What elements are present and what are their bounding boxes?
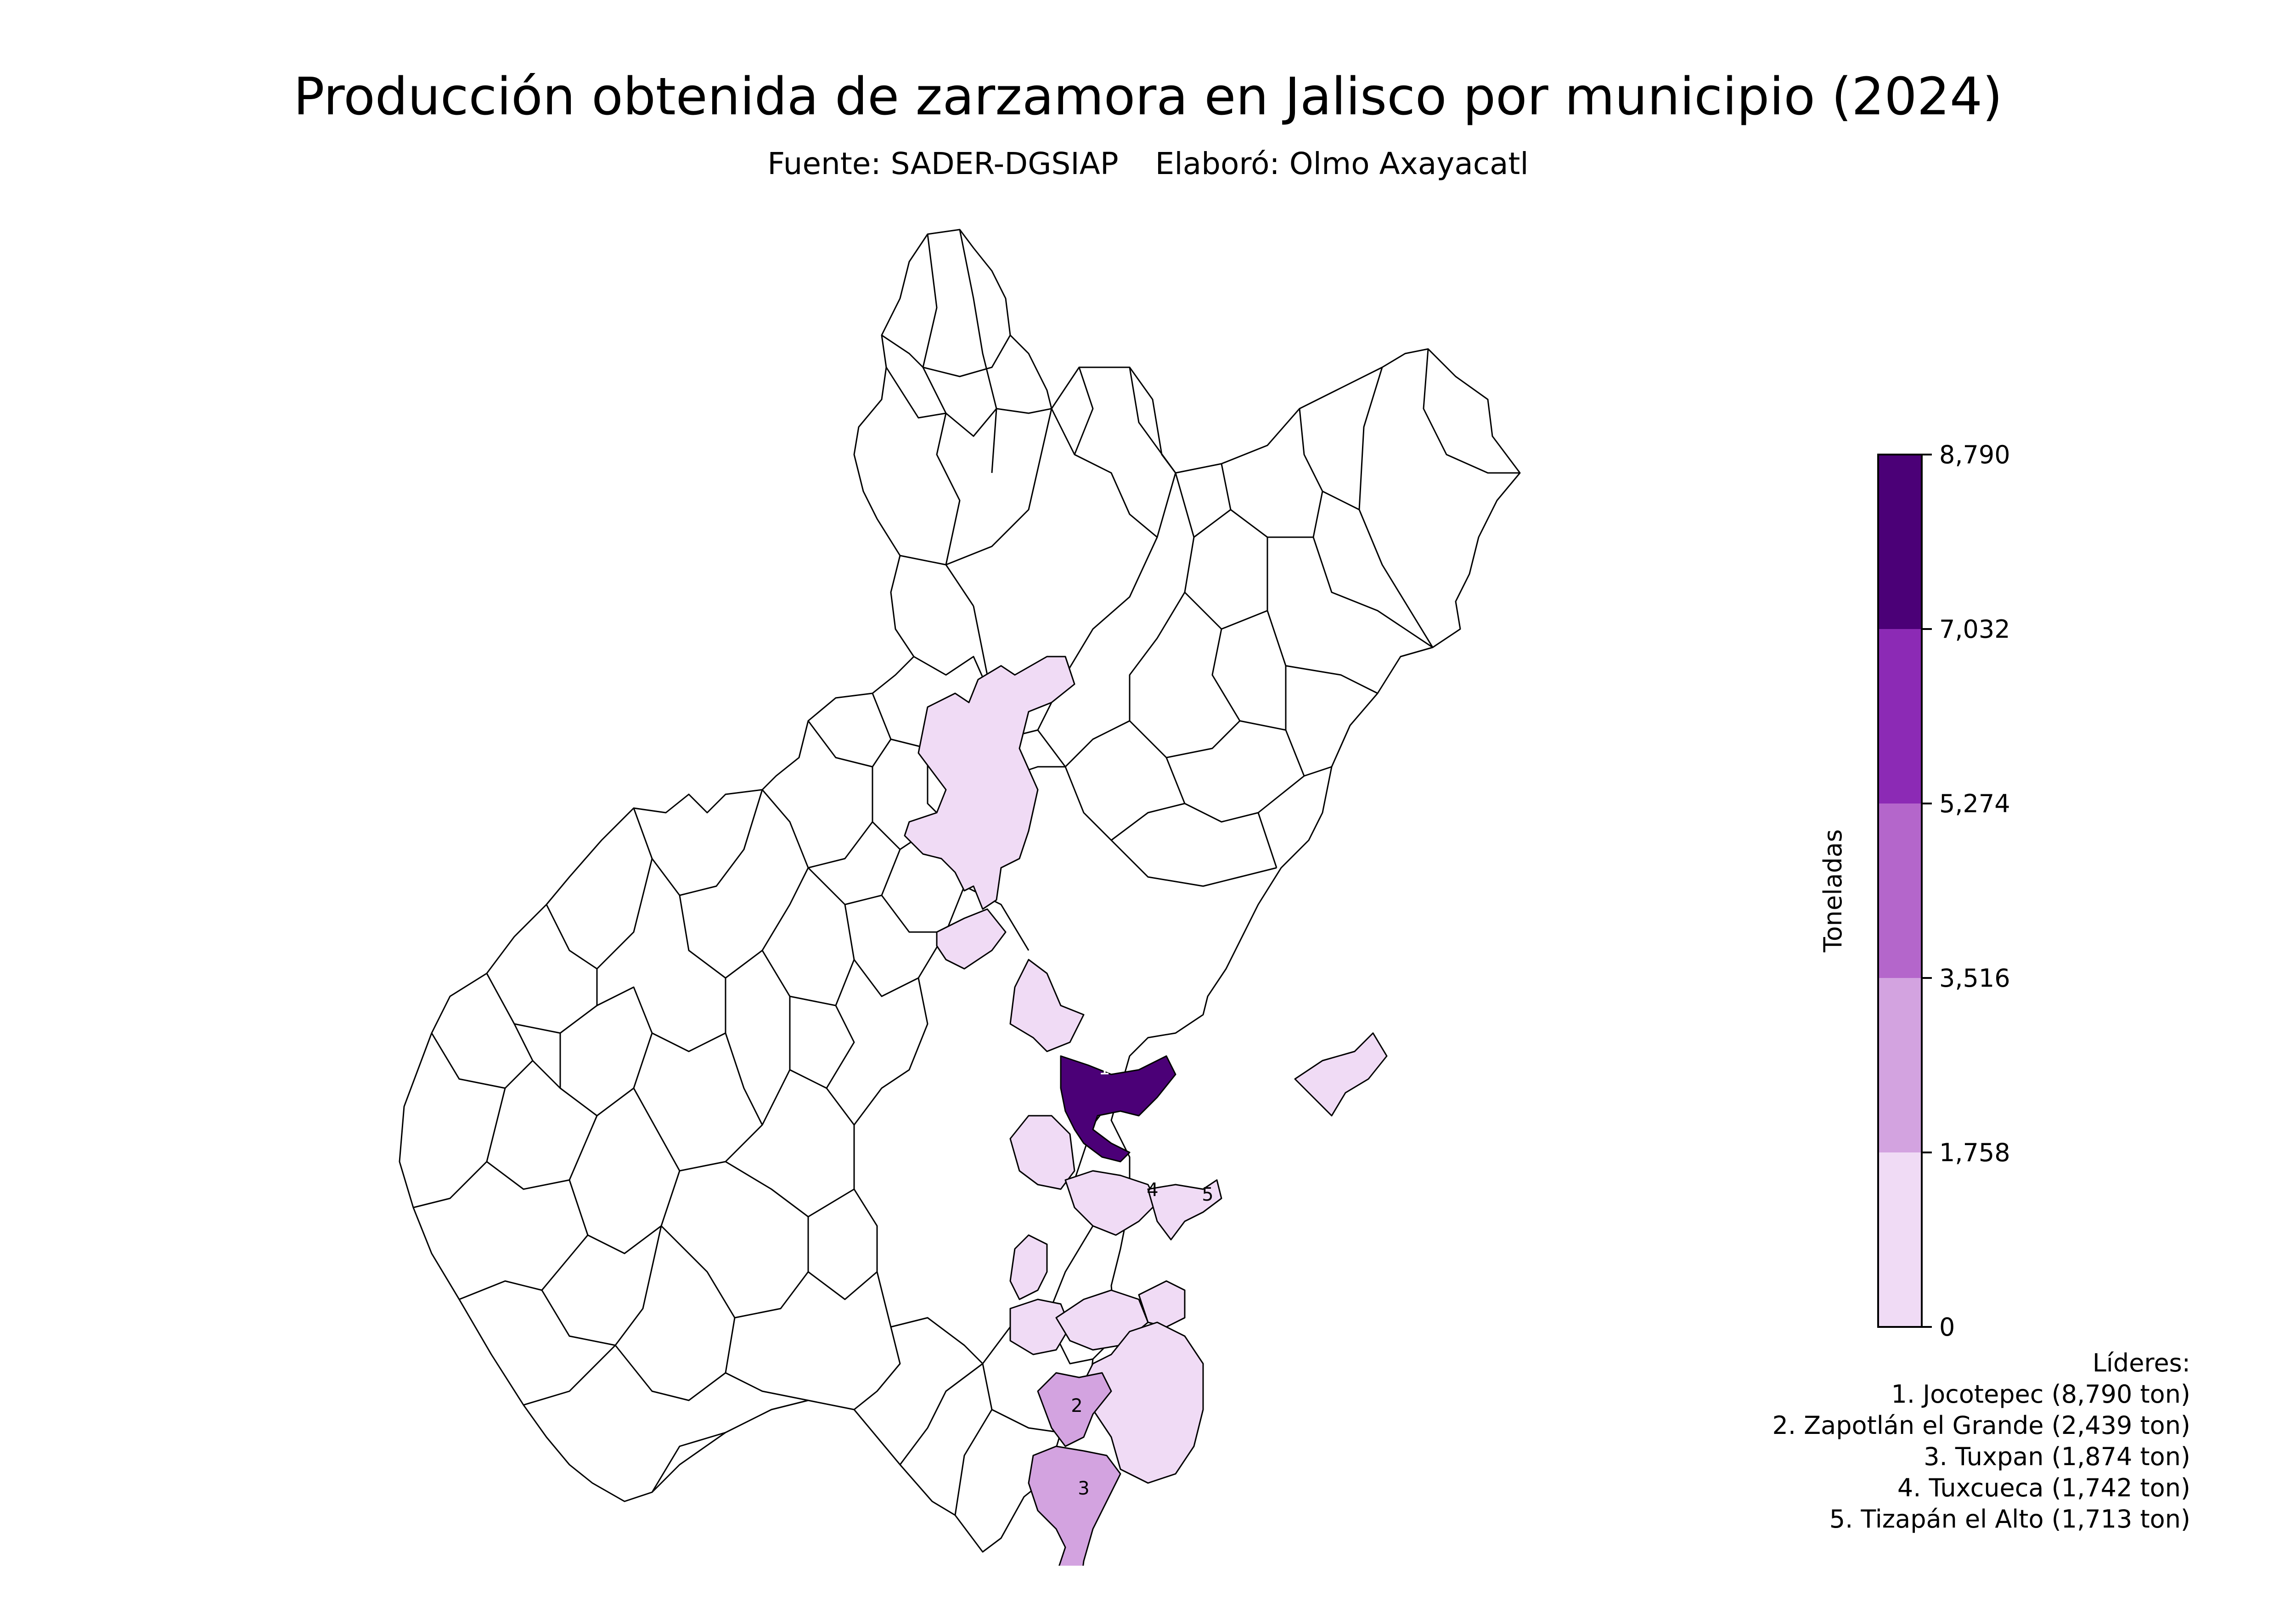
map-title: Producción obtenida de zarzamora en Jali… [293, 67, 2003, 127]
municipality-tuxpan [1028, 1445, 1121, 1566]
colorbar-tick-label: 7,032 [1939, 615, 2010, 644]
rank-label: 1 [1098, 1058, 1110, 1079]
municipality-jocotepec [1060, 1055, 1176, 1163]
producing-municipalities [904, 656, 1388, 1566]
rank-label: 5 [1202, 1184, 1213, 1205]
colorbar-bands [1877, 454, 1923, 1328]
municipality-central-producer [1009, 959, 1085, 1052]
colorbar-tick-label: 8,790 [1939, 440, 2010, 469]
rank-labels: 1 2 3 4 5 [1071, 1058, 1213, 1499]
state-outline [399, 229, 1521, 1553]
colorbar-band [1878, 455, 1922, 629]
municipalities-base [399, 229, 1521, 1553]
leaders-list: Líderes: 1. Jocotepec (8,790 ton) 2. Zap… [1773, 1348, 2191, 1535]
rank-label: 3 [1078, 1478, 1089, 1499]
leaders-title: Líderes: [2092, 1349, 2190, 1377]
colorbar-band [1878, 1152, 1922, 1327]
municipality-east-producer [1294, 1032, 1388, 1117]
colorbar-tick-label: 5,274 [1939, 789, 2010, 818]
source-credit: Fuente: SADER-DGSIAP [767, 146, 1119, 181]
municipality-south-east [1138, 1280, 1186, 1328]
colorbar-label: Toneladas [1818, 829, 1847, 953]
rank-label: 2 [1071, 1395, 1082, 1416]
colorbar: 0 1,758 3,516 5,274 7,032 8,790 Toneladas [1818, 440, 2010, 1342]
municipality-zapotlan-el-grande [1037, 1372, 1112, 1447]
colorbar-band [1878, 629, 1922, 804]
municipality-south-west-2 [1009, 1298, 1071, 1355]
colorbar-band [1878, 978, 1922, 1152]
municipality-northern-producer [904, 656, 1075, 910]
rank-label: 4 [1147, 1180, 1158, 1201]
municipality-north-secondary [936, 908, 1007, 970]
leader-item: 1. Jocotepec (8,790 ton) [1891, 1380, 2190, 1409]
colorbar-tick-label: 3,516 [1939, 964, 2010, 993]
leader-item: 3. Tuxpan (1,874 ton) [1924, 1442, 2190, 1471]
municipality-tuxcueca [1064, 1170, 1158, 1236]
leader-item: 2. Zapotlán el Grande (2,439 ton) [1772, 1411, 2191, 1440]
leader-item: 4. Tuxcueca (1,742 ton) [1897, 1473, 2190, 1502]
jalisco-choropleth-map: 1 2 3 4 5 [399, 229, 1521, 1566]
municipality-south-west-1 [1009, 1234, 1048, 1300]
colorbar-frame [1877, 454, 1923, 1328]
colorbar-band [1878, 804, 1922, 978]
colorbar-tick-label: 0 [1939, 1313, 1955, 1342]
leader-item: 5. Tizapán el Alto (1,713 ton) [1829, 1505, 2190, 1534]
author-credit: Elaboró: Olmo Axayacatl [1155, 146, 1529, 181]
colorbar-tick-label: 1,758 [1939, 1138, 2010, 1167]
municipality-west-chapala [1009, 1115, 1075, 1190]
map-subtitle: Fuente: SADER-DGSIAP Elaboró: Olmo Axayac… [0, 146, 2296, 181]
municipality-tizapan-el-alto [1147, 1179, 1222, 1241]
colorbar-ticks: 0 1,758 3,516 5,274 7,032 8,790 [1922, 440, 2010, 1342]
